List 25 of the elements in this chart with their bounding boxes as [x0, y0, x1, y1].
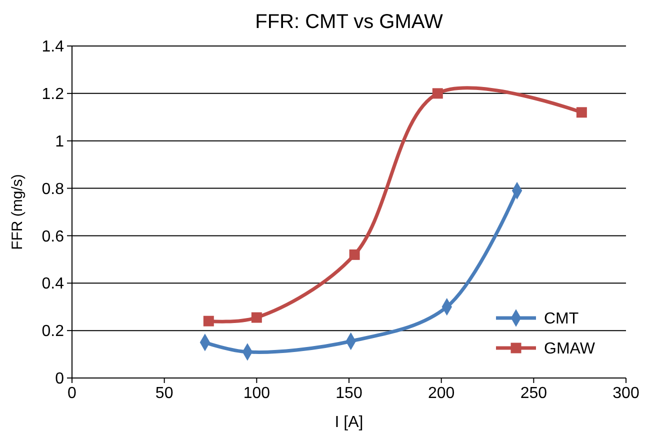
point — [349, 249, 360, 260]
y-tick-label: 0.2 — [42, 323, 64, 340]
x-tick-label: 300 — [612, 385, 640, 402]
x-tick-label: 200 — [428, 385, 455, 402]
point — [432, 88, 443, 99]
x-tick-label: 150 — [336, 385, 362, 402]
y-axis-title: FFR (mg/s) — [9, 174, 26, 250]
y-tick-label: 0.8 — [42, 180, 64, 198]
point — [203, 316, 214, 326]
point — [576, 107, 587, 118]
x-tick-label: 100 — [243, 385, 270, 402]
point — [251, 312, 262, 323]
x-tick-label: 50 — [155, 385, 174, 402]
x-tick-label: 0 — [68, 385, 77, 402]
y-tick-label: 1.4 — [42, 38, 64, 56]
x-axis-title: I [A] — [334, 414, 364, 431]
legend-label: CMT — [544, 310, 579, 328]
y-tick-label: 0 — [55, 370, 64, 388]
y-tick-label: 0.6 — [42, 228, 64, 246]
y-tick-label: 0.4 — [42, 276, 64, 293]
x-tick-label: 250 — [520, 385, 548, 402]
chart-title: FFR: CMT vs GMAW — [255, 11, 443, 33]
y-tick-label: 1.2 — [42, 86, 64, 104]
legend-label: GMAW — [544, 340, 596, 358]
y-tick-label: 1 — [55, 133, 64, 150]
